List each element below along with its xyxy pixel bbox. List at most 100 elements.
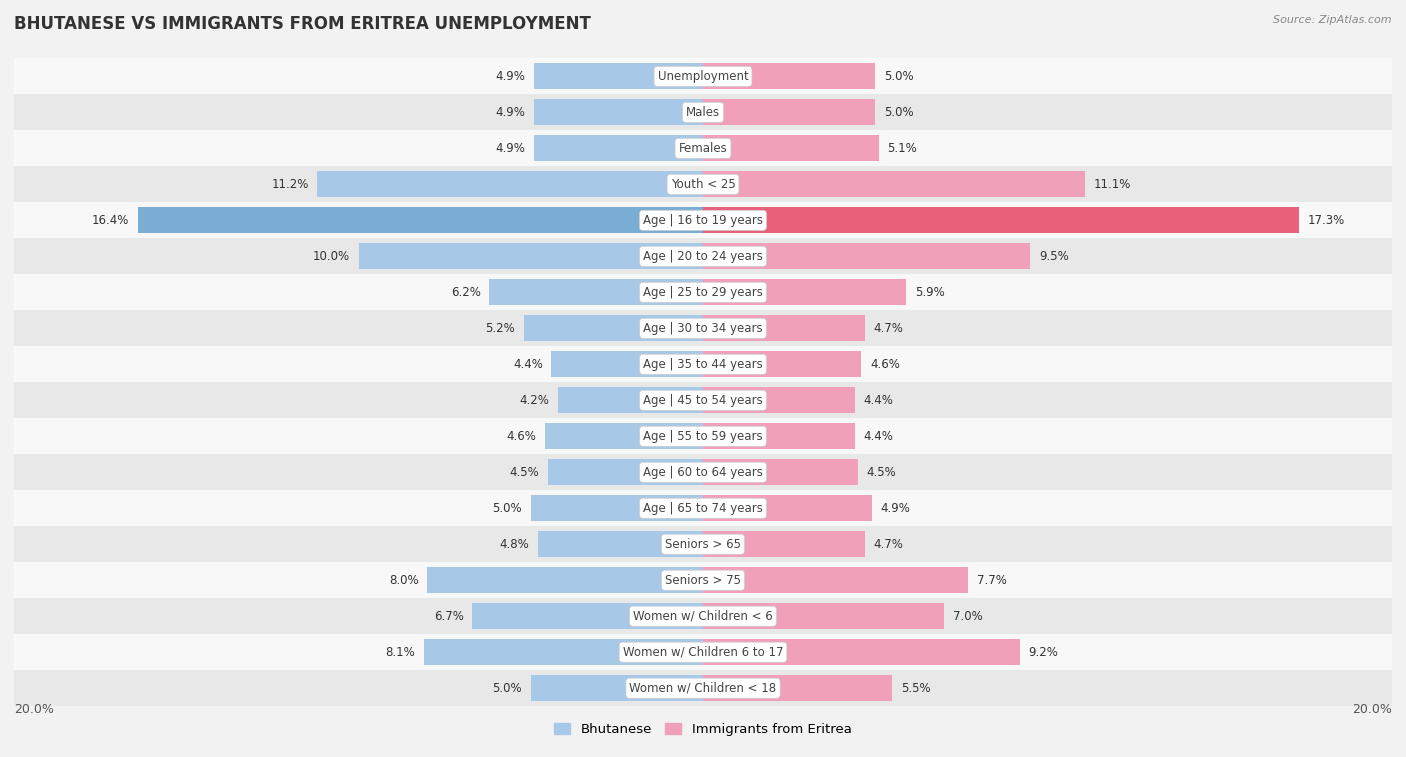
Text: BHUTANESE VS IMMIGRANTS FROM ERITREA UNEMPLOYMENT: BHUTANESE VS IMMIGRANTS FROM ERITREA UNE… — [14, 15, 591, 33]
Text: 4.7%: 4.7% — [873, 322, 904, 335]
Text: Males: Males — [686, 106, 720, 119]
Text: Youth < 25: Youth < 25 — [671, 178, 735, 191]
Bar — [14, 238, 1392, 274]
Bar — [544, 423, 703, 449]
Bar — [472, 603, 703, 629]
Bar — [703, 388, 855, 413]
Text: Seniors > 75: Seniors > 75 — [665, 574, 741, 587]
Bar — [703, 423, 855, 449]
Bar — [703, 567, 969, 593]
Bar — [531, 495, 703, 522]
Bar — [425, 639, 703, 665]
Text: 11.1%: 11.1% — [1094, 178, 1132, 191]
Bar — [534, 136, 703, 161]
Text: Age | 45 to 54 years: Age | 45 to 54 years — [643, 394, 763, 407]
Bar — [551, 351, 703, 377]
Bar — [534, 99, 703, 126]
Legend: Bhutanese, Immigrants from Eritrea: Bhutanese, Immigrants from Eritrea — [550, 718, 856, 741]
Text: 6.2%: 6.2% — [451, 286, 481, 299]
Text: Age | 20 to 24 years: Age | 20 to 24 years — [643, 250, 763, 263]
Text: 5.0%: 5.0% — [492, 502, 522, 515]
Text: Age | 25 to 29 years: Age | 25 to 29 years — [643, 286, 763, 299]
Text: 5.2%: 5.2% — [485, 322, 515, 335]
Text: 4.8%: 4.8% — [499, 537, 529, 551]
Bar — [703, 171, 1085, 198]
Bar — [14, 310, 1392, 346]
Bar — [489, 279, 703, 305]
Text: 7.0%: 7.0% — [953, 609, 983, 623]
Bar — [703, 64, 875, 89]
Bar — [427, 567, 703, 593]
Text: Seniors > 65: Seniors > 65 — [665, 537, 741, 551]
Bar — [703, 495, 872, 522]
Text: Age | 65 to 74 years: Age | 65 to 74 years — [643, 502, 763, 515]
Text: 4.9%: 4.9% — [496, 106, 526, 119]
Text: Age | 60 to 64 years: Age | 60 to 64 years — [643, 466, 763, 478]
Text: 4.2%: 4.2% — [520, 394, 550, 407]
Text: Age | 16 to 19 years: Age | 16 to 19 years — [643, 213, 763, 227]
Text: 4.5%: 4.5% — [509, 466, 540, 478]
Text: Age | 55 to 59 years: Age | 55 to 59 years — [643, 430, 763, 443]
Bar — [703, 136, 879, 161]
Text: Age | 30 to 34 years: Age | 30 to 34 years — [643, 322, 763, 335]
Text: 11.2%: 11.2% — [271, 178, 308, 191]
Text: 4.7%: 4.7% — [873, 537, 904, 551]
Text: 8.1%: 8.1% — [385, 646, 415, 659]
Text: 17.3%: 17.3% — [1308, 213, 1344, 227]
Bar — [703, 279, 907, 305]
Text: 20.0%: 20.0% — [1353, 702, 1392, 715]
Bar — [703, 243, 1031, 269]
Text: 5.0%: 5.0% — [492, 682, 522, 695]
Text: 16.4%: 16.4% — [91, 213, 129, 227]
Text: 5.0%: 5.0% — [884, 70, 914, 83]
Bar — [703, 675, 893, 701]
Bar — [524, 316, 703, 341]
Bar — [703, 207, 1299, 233]
Bar — [14, 274, 1392, 310]
Bar — [14, 58, 1392, 95]
Bar — [703, 603, 945, 629]
Text: Women w/ Children < 18: Women w/ Children < 18 — [630, 682, 776, 695]
Bar — [14, 419, 1392, 454]
Text: 4.6%: 4.6% — [506, 430, 536, 443]
Bar — [14, 130, 1392, 167]
Bar — [537, 531, 703, 557]
Text: 4.5%: 4.5% — [866, 466, 897, 478]
Text: 4.4%: 4.4% — [863, 394, 893, 407]
Bar — [14, 526, 1392, 562]
Bar — [531, 675, 703, 701]
Text: Source: ZipAtlas.com: Source: ZipAtlas.com — [1274, 15, 1392, 25]
Bar — [318, 171, 703, 198]
Bar — [703, 351, 862, 377]
Bar — [14, 346, 1392, 382]
Text: Women w/ Children 6 to 17: Women w/ Children 6 to 17 — [623, 646, 783, 659]
Bar — [703, 99, 875, 126]
Bar — [138, 207, 703, 233]
Text: 10.0%: 10.0% — [312, 250, 350, 263]
Text: Unemployment: Unemployment — [658, 70, 748, 83]
Text: Age | 35 to 44 years: Age | 35 to 44 years — [643, 358, 763, 371]
Bar — [14, 562, 1392, 598]
Text: 8.0%: 8.0% — [389, 574, 419, 587]
Bar — [14, 634, 1392, 670]
Bar — [14, 491, 1392, 526]
Bar — [703, 531, 865, 557]
Text: 6.7%: 6.7% — [433, 609, 464, 623]
Bar — [14, 454, 1392, 491]
Bar — [534, 64, 703, 89]
Bar — [14, 382, 1392, 419]
Bar — [558, 388, 703, 413]
Bar — [14, 167, 1392, 202]
Text: 4.4%: 4.4% — [513, 358, 543, 371]
Bar — [548, 459, 703, 485]
Text: Females: Females — [679, 142, 727, 155]
Text: 9.2%: 9.2% — [1029, 646, 1059, 659]
Text: 9.5%: 9.5% — [1039, 250, 1069, 263]
Bar — [14, 95, 1392, 130]
Bar — [14, 670, 1392, 706]
Bar — [703, 316, 865, 341]
Bar — [703, 639, 1019, 665]
Bar — [14, 202, 1392, 238]
Text: 5.0%: 5.0% — [884, 106, 914, 119]
Text: 4.9%: 4.9% — [880, 502, 910, 515]
